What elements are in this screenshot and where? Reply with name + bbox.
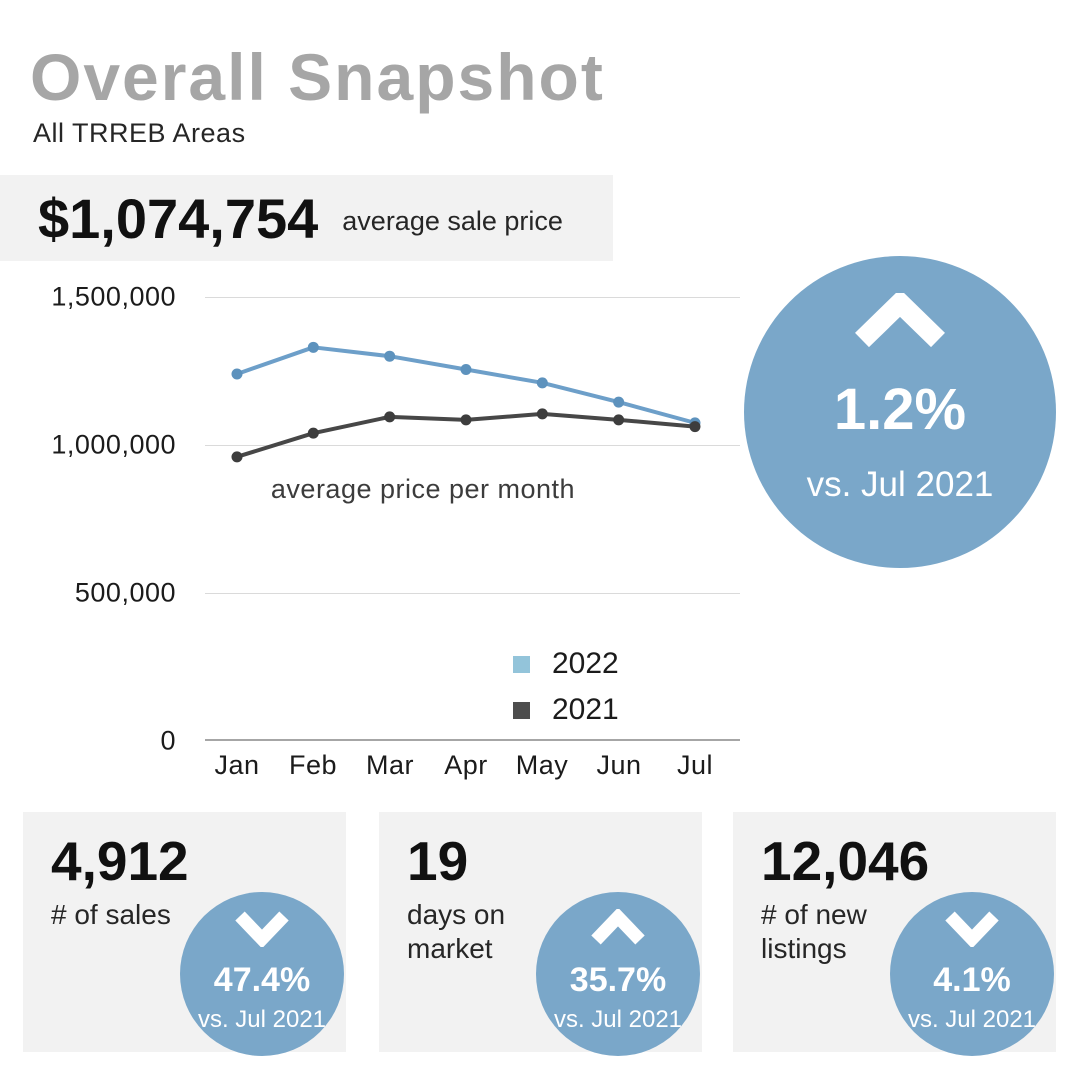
legend-label: 2022 — [552, 647, 619, 680]
chart-legend: 2022 2021 — [513, 647, 619, 727]
legend-swatch-2021 — [513, 701, 530, 719]
highlight-compare: vs. Jul 2021 — [806, 465, 994, 504]
stat-card-new-listings: 12,046 # of new listings 4.1% vs. Jul 20… — [733, 812, 1056, 1056]
price-banner: $1,074,754 average sale price — [0, 175, 613, 261]
y-axis-tick: 1,500,000 — [51, 281, 176, 312]
stat-value: 4,912 — [51, 830, 189, 892]
highlight-value: 1.2% — [833, 377, 967, 442]
chevron-down-icon — [945, 911, 999, 947]
stat-label: # of new listings — [761, 899, 867, 965]
average-sale-price-label: average sale price — [342, 205, 563, 236]
x-axis: Jan Feb Mar Apr May Jun Jul — [205, 750, 740, 782]
legend-item-2021: 2021 — [513, 693, 619, 727]
legend-label: 2021 — [552, 693, 619, 726]
x-axis-label: May — [515, 750, 569, 780]
stat-compare: vs. Jul 2021 — [553, 1006, 683, 1033]
stat-card-sales: 4,912 # of sales 47.4% vs. Jul 2021 — [23, 812, 346, 1056]
stat-change-circle: 47.4% vs. Jul 2021 — [180, 892, 344, 1056]
page-subtitle: All TRREB Areas — [33, 118, 246, 148]
y-axis-tick: 0 — [160, 725, 176, 756]
x-axis-label: Jul — [676, 750, 714, 780]
x-axis-label: Jan — [214, 750, 260, 780]
stat-change-circle: 4.1% vs. Jul 2021 — [890, 892, 1054, 1056]
stat-change-circle: 35.7% vs. Jul 2021 — [536, 892, 700, 1056]
chevron-up-icon — [855, 293, 945, 348]
gridline — [205, 593, 740, 594]
stat-value: 12,046 — [761, 830, 930, 892]
stat-value: 19 — [407, 830, 469, 892]
x-axis-line — [205, 739, 740, 741]
stat-percent: 47.4% — [213, 961, 311, 999]
legend-swatch-2022 — [513, 655, 530, 673]
chevron-down-icon — [235, 911, 289, 947]
stat-compare: vs. Jul 2021 — [907, 1006, 1037, 1033]
line-chart-plot-area — [205, 297, 740, 741]
gridline — [205, 297, 740, 298]
highlight-circle: 1.2% vs. Jul 2021 — [744, 256, 1056, 568]
chart-series-svg — [231, 341, 701, 463]
stat-label: # of sales — [51, 899, 171, 930]
page-title: Overall Snapshot — [30, 40, 605, 114]
y-axis-tick: 1,000,000 — [51, 429, 176, 460]
x-axis-label: Mar — [366, 750, 414, 780]
gridline — [205, 445, 740, 446]
y-axis-tick: 500,000 — [74, 577, 176, 608]
stat-card-days-on-market: 19 days on market 35.7% vs. Jul 2021 — [379, 812, 702, 1056]
stat-label: days on market — [407, 899, 506, 965]
x-axis-label: Feb — [288, 750, 338, 780]
y-axis: 1,500,000 1,000,000 500,000 0 — [0, 282, 190, 756]
stat-percent: 4.1% — [933, 961, 1011, 999]
average-sale-price-value: $1,074,754 — [38, 186, 319, 250]
chevron-up-icon — [591, 909, 645, 945]
x-axis-label: Jun — [596, 750, 642, 780]
legend-item-2022: 2022 — [513, 647, 619, 681]
chart-caption: average price per month — [270, 474, 576, 504]
stat-compare: vs. Jul 2021 — [197, 1006, 327, 1033]
stat-percent: 35.7% — [569, 961, 667, 999]
x-axis-label: Apr — [444, 750, 488, 780]
